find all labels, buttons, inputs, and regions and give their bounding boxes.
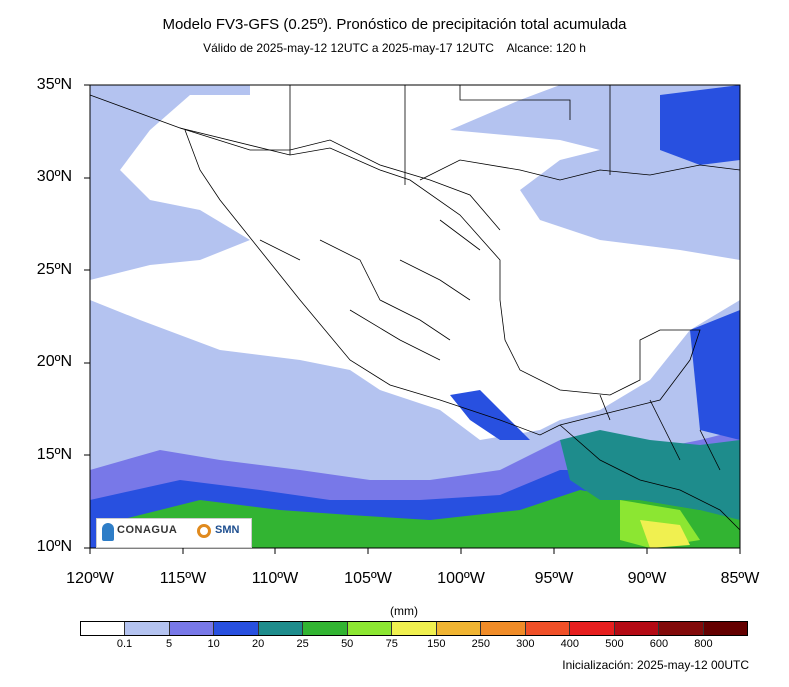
colorbar-swatch: [258, 622, 304, 635]
conagua-logo-icon: [102, 523, 114, 541]
x-tick-label: 115ºW: [159, 570, 207, 587]
colorbar-swatch: [436, 622, 482, 635]
initialization-label: Inicialización: 2025-may-12 00UTC: [562, 658, 749, 672]
x-tick-label: 85ºW: [720, 570, 760, 587]
colorbar-label: 600: [649, 638, 669, 650]
colorbar-units: (mm): [390, 604, 418, 618]
precip-area-pacific-green: [120, 490, 740, 548]
coastline-central-america: [559, 424, 741, 531]
y-tick-label: 35ºN: [36, 76, 72, 93]
colorbar-label: 250: [471, 638, 490, 650]
colorbar-label: 75: [385, 638, 398, 650]
colorbar-swatch: [214, 622, 259, 635]
colorbar-swatch: [125, 622, 170, 635]
y-tick-label: 25ºN: [36, 261, 72, 278]
x-tick-label: 90ºW: [627, 570, 667, 587]
colorbar-swatch: [481, 622, 526, 635]
x-tick-label: 110ºW: [251, 570, 299, 587]
colorbar-label: 400: [560, 638, 580, 650]
map-borders: [89, 85, 741, 531]
x-tick-label: 105ºW: [344, 570, 392, 587]
x-tick-label: 120ºW: [66, 570, 114, 587]
smn-logo-text: SMN: [215, 524, 240, 536]
coastline-gulf: [419, 159, 741, 181]
precip-area-yellow: [640, 520, 690, 548]
colorbar-label: 0.1: [116, 638, 133, 650]
colorbar-swatch: [392, 622, 437, 635]
y-tick-label: 10ºN: [36, 538, 72, 555]
precip-area-caribbean: [690, 310, 740, 440]
colorbar-swatch: [659, 622, 704, 635]
colorbar-label: 20: [252, 638, 265, 650]
border-us-mexico: [179, 127, 501, 231]
us-state-borders: [289, 85, 611, 185]
colorbar-label: 500: [605, 638, 624, 650]
conagua-logo-text: CONAGUA: [117, 524, 178, 536]
precip-shading: [90, 85, 740, 548]
colorbar-swatch: [303, 622, 348, 635]
x-tick-label: 95ºW: [534, 570, 574, 587]
colorbar-swatch: [81, 622, 126, 635]
colorbar-label: 50: [341, 638, 354, 650]
mexico-state-borders: [259, 219, 481, 361]
colorbar-label: 300: [516, 638, 535, 650]
colorbar-swatch: [703, 622, 748, 635]
precip-area-west: [90, 85, 250, 280]
colorbar-label: 150: [427, 638, 446, 650]
central-america-borders: [599, 394, 721, 471]
chart-subtitle: Válido de 2025-may-12 12UTC a 2025-may-1…: [203, 41, 586, 55]
x-tick-label: 100ºW: [437, 570, 485, 587]
colorbar: [80, 621, 748, 636]
map-frame: [89, 84, 741, 549]
colorbar-label: 10: [207, 638, 220, 650]
colorbar-swatch: [570, 622, 615, 635]
colorbar-swatch: [525, 622, 571, 635]
colorbar-label: 25: [296, 638, 309, 650]
y-tick-label: 20ºN: [36, 353, 72, 370]
smn-logo-icon: [197, 524, 211, 538]
colorbar-swatch: [614, 622, 660, 635]
precip-area-oaxaca: [450, 390, 530, 440]
chart-title: Modelo FV3-GFS (0.25º). Pronóstico de pr…: [162, 16, 627, 33]
agency-logos: CONAGUA SMN: [96, 518, 252, 548]
y-tick-label: 15ºN: [36, 446, 72, 463]
colorbar-label: 800: [694, 638, 713, 650]
colorbar-label: 5: [166, 638, 173, 650]
colorbar-swatch: [347, 622, 393, 635]
y-tick-label: 30ºN: [36, 168, 72, 185]
coastline-mexico: [89, 94, 701, 436]
precip-area-southeast-us: [660, 85, 740, 165]
axis-ticks: [84, 84, 741, 554]
colorbar-swatch: [169, 622, 215, 635]
